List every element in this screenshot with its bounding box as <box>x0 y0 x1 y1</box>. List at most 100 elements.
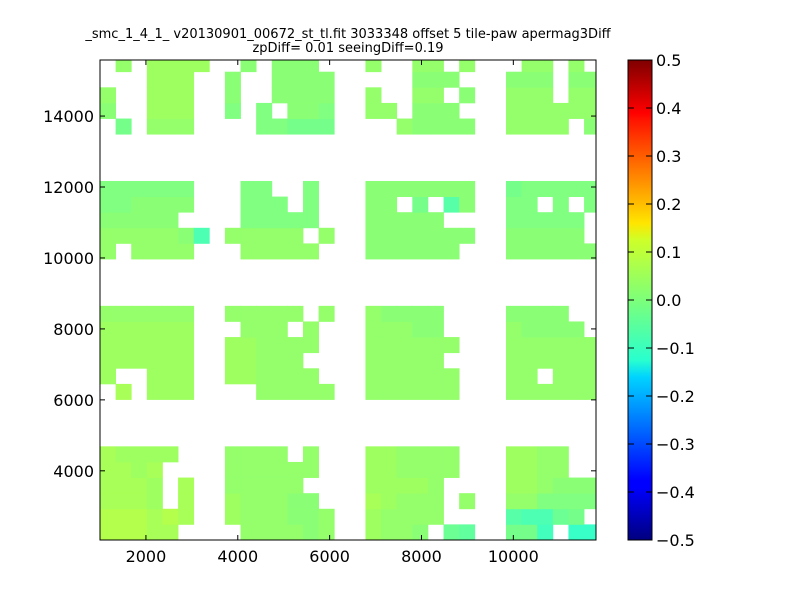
heatmap-cell <box>271 321 288 338</box>
heatmap-cell <box>459 227 476 244</box>
heatmap-cell <box>568 352 585 369</box>
colorbar-tick-label: 0.4 <box>656 99 681 118</box>
heatmap-cell <box>224 477 241 494</box>
heatmap-cell <box>256 524 273 540</box>
heatmap-cell <box>537 321 554 338</box>
heatmap-cell <box>146 102 163 119</box>
heatmap-cell <box>568 60 585 61</box>
heatmap-cell <box>240 493 257 510</box>
heatmap-cell <box>178 305 195 322</box>
heatmap-cell <box>318 508 335 525</box>
heatmap-cell <box>505 524 522 540</box>
heatmap-cell <box>521 87 538 104</box>
heatmap-cell <box>146 243 163 260</box>
heatmap-cell <box>287 71 304 88</box>
heatmap-cell <box>521 118 538 135</box>
heatmap-cell <box>271 524 288 540</box>
heatmap-cell <box>521 180 538 197</box>
heatmap-cell <box>521 352 538 369</box>
heatmap-cell <box>396 461 413 478</box>
heatmap-cell <box>115 524 132 540</box>
heatmap-cell <box>178 383 195 400</box>
heatmap-cell <box>318 118 335 135</box>
heatmap-cell <box>287 368 304 385</box>
heatmap-cell <box>146 60 163 73</box>
heatmap-cell <box>115 352 132 369</box>
heatmap-cell <box>584 524 596 540</box>
heatmap-cell <box>521 227 538 244</box>
heatmap-cell <box>162 243 179 260</box>
x-tick-label: 8000 <box>401 547 442 566</box>
heatmap-cell <box>100 102 117 119</box>
heatmap-cell <box>224 71 241 88</box>
heatmap-cell <box>162 368 179 385</box>
heatmap-cell <box>302 118 319 135</box>
heatmap-cell <box>443 71 460 88</box>
heatmap-cell <box>271 368 288 385</box>
heatmap-cell <box>271 383 288 400</box>
colorbar-tick-label: 0.3 <box>656 147 681 166</box>
heatmap-cell <box>302 368 319 385</box>
y-tick-label: 6000 <box>53 391 94 410</box>
heatmap-cell <box>396 508 413 525</box>
heatmap-cell <box>459 60 476 61</box>
y-tick-label: 14000 <box>43 107 94 126</box>
heatmap-cell <box>552 508 569 525</box>
x-tick-label: 2000 <box>126 547 167 566</box>
heatmap-cell <box>568 524 585 540</box>
heatmap-cell <box>396 321 413 338</box>
heatmap-cell <box>287 87 304 104</box>
heatmap-cell <box>427 461 444 478</box>
colorbar-ticks: 0.5 0.4 0.3 0.2 0.1 0.0 −0.1 −0.2 −0.3 −0.4 −0.5 <box>628 51 695 550</box>
heatmap-cell <box>131 477 148 494</box>
heatmap-cell <box>505 243 522 260</box>
heatmap-cell <box>584 243 596 260</box>
heatmap-cell <box>412 524 429 540</box>
colorbar-tick-label: 0.0 <box>656 291 681 310</box>
heatmap-cell <box>443 337 460 354</box>
heatmap-cell <box>365 508 382 525</box>
heatmap-cell <box>505 508 522 525</box>
heatmap-cell <box>302 508 319 525</box>
heatmap-cell <box>381 461 398 478</box>
heatmap-cell <box>287 352 304 369</box>
heatmap-cell <box>443 368 460 385</box>
heatmap-cell <box>162 524 179 540</box>
heatmap-cell <box>537 243 554 260</box>
heatmap-cell <box>256 461 273 478</box>
heatmap-cell <box>162 87 179 104</box>
heatmap-cell <box>224 446 241 463</box>
heatmap-cell <box>131 493 148 510</box>
heatmap-cell <box>224 368 241 385</box>
heatmap-cell <box>302 87 319 104</box>
heatmap-cell <box>240 524 257 540</box>
heatmap-cell <box>427 493 444 510</box>
heatmap-cell <box>100 508 117 525</box>
heatmap-cell <box>584 368 596 385</box>
heatmap-cell <box>115 383 132 400</box>
heatmap-cell <box>240 305 257 322</box>
heatmap-cell <box>427 508 444 525</box>
heatmap-cell <box>365 227 382 244</box>
heatmap-cell <box>552 383 569 400</box>
heatmap-cell <box>427 71 444 88</box>
heatmap-cell <box>427 227 444 244</box>
heatmap-cell <box>178 196 195 213</box>
heatmap-cell <box>381 227 398 244</box>
heatmap-cell <box>412 368 429 385</box>
colorbar-tick-label: 0.5 <box>656 51 681 70</box>
heatmap-cell <box>162 71 179 88</box>
heatmap-cell <box>521 446 538 463</box>
heatmap-cell <box>240 446 257 463</box>
heatmap-cell <box>146 337 163 354</box>
heatmap-cell <box>131 337 148 354</box>
heatmap-cell <box>505 227 522 244</box>
heatmap-cell <box>178 337 195 354</box>
heatmap-cell <box>302 180 319 197</box>
heatmap-cell <box>100 243 117 260</box>
heatmap-cell <box>365 368 382 385</box>
heatmap-cell <box>443 102 460 119</box>
heatmap-cell <box>552 102 569 119</box>
heatmap-cell <box>521 337 538 354</box>
heatmap-cell <box>100 524 117 540</box>
